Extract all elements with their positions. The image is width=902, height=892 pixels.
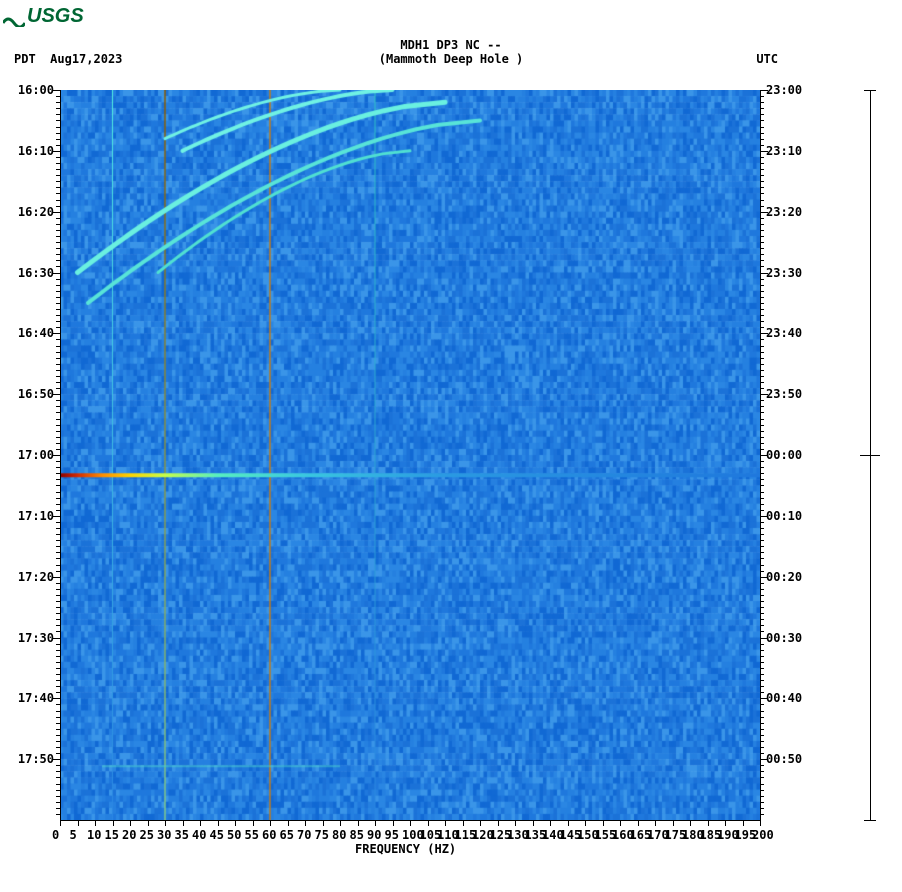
y-left-label: 17:50 xyxy=(14,752,54,766)
x-tick-label: 45 xyxy=(210,828,224,842)
plot-border-left xyxy=(60,90,61,820)
x-tick-label: 90 xyxy=(367,828,381,842)
x-tick-label: 60 xyxy=(262,828,276,842)
y-right-label: 00:30 xyxy=(766,631,802,645)
x-tick-label: 5 xyxy=(70,828,77,842)
plot-border-bottom xyxy=(60,820,760,821)
y-left-label: 16:20 xyxy=(14,205,54,219)
ytick-major-left xyxy=(52,90,60,91)
spectrogram-plot xyxy=(60,90,760,820)
y-right-label: 00:20 xyxy=(766,570,802,584)
spectrogram-canvas xyxy=(60,90,760,820)
x-tick-label: 10 xyxy=(87,828,101,842)
ytick-major-right xyxy=(760,577,768,578)
ytick-major-right xyxy=(760,759,768,760)
x-tick-label: 40 xyxy=(192,828,206,842)
y-left-label: 16:00 xyxy=(14,83,54,97)
x-tick-label: 70 xyxy=(297,828,311,842)
y-left-label: 17:40 xyxy=(14,691,54,705)
y-left-label: 17:20 xyxy=(14,570,54,584)
x-tick-label: 35 xyxy=(175,828,189,842)
x-tick-label: 200 xyxy=(752,828,774,842)
x-tick-label: 15 xyxy=(105,828,119,842)
y-right-label: 00:40 xyxy=(766,691,802,705)
y-right-label: 23:50 xyxy=(766,387,802,401)
xtick xyxy=(760,820,761,826)
y-right-label: 00:00 xyxy=(766,448,802,462)
ytick-major-left xyxy=(52,638,60,639)
x-axis-label: FREQUENCY (HZ) xyxy=(355,842,456,856)
usgs-wave-icon xyxy=(3,10,25,24)
x-tick-label: 50 xyxy=(227,828,241,842)
ytick-major-right xyxy=(760,698,768,699)
x-tick-label: 75 xyxy=(315,828,329,842)
ytick-major-right xyxy=(760,455,768,456)
ytick-major-right xyxy=(760,151,768,152)
y-left-label: 17:30 xyxy=(14,631,54,645)
ytick-major-left xyxy=(52,151,60,152)
ytick-major-left xyxy=(52,759,60,760)
ytick-major-left xyxy=(52,455,60,456)
ytick-major-right xyxy=(760,516,768,517)
right-scalebar-top xyxy=(864,90,876,91)
y-left-label: 16:30 xyxy=(14,266,54,280)
ytick-major-left xyxy=(52,698,60,699)
x-tick-label: 65 xyxy=(280,828,294,842)
x-tick-label: 25 xyxy=(140,828,154,842)
y-left-label: 16:40 xyxy=(14,326,54,340)
ytick-major-right xyxy=(760,212,768,213)
ytick-major-left xyxy=(52,273,60,274)
x-tick-label: 80 xyxy=(332,828,346,842)
x-tick-label: 95 xyxy=(385,828,399,842)
y-left-label: 17:00 xyxy=(14,448,54,462)
usgs-logo: USGS xyxy=(3,5,84,28)
x-tick-label: 85 xyxy=(350,828,364,842)
y-right-label: 23:30 xyxy=(766,266,802,280)
left-tz-label: PDT Aug17,2023 xyxy=(14,52,122,66)
ytick-major-right xyxy=(760,638,768,639)
y-left-label: 17:10 xyxy=(14,509,54,523)
right-scalebar-mid xyxy=(860,455,880,456)
y-right-label: 23:10 xyxy=(766,144,802,158)
y-right-label: 23:20 xyxy=(766,205,802,219)
y-right-label: 23:40 xyxy=(766,326,802,340)
ytick-major-right xyxy=(760,90,768,91)
usgs-logo-text: USGS xyxy=(27,5,84,28)
ytick-major-left xyxy=(52,333,60,334)
right-tz-label: UTC xyxy=(756,52,778,66)
ytick-major-right xyxy=(760,273,768,274)
ytick-major-left xyxy=(52,577,60,578)
y-left-label: 16:50 xyxy=(14,387,54,401)
y-right-label: 23:00 xyxy=(766,83,802,97)
ytick-major-right xyxy=(760,394,768,395)
y-left-label: 16:10 xyxy=(14,144,54,158)
x-tick-label: 30 xyxy=(157,828,171,842)
ytick-major-right xyxy=(760,333,768,334)
ytick-major-left xyxy=(52,212,60,213)
x-tick-label: 55 xyxy=(245,828,259,842)
y-right-label: 00:50 xyxy=(766,752,802,766)
x-tick-label: 20 xyxy=(122,828,136,842)
x-tick-label: 0 xyxy=(52,828,59,842)
ytick-major-left xyxy=(52,516,60,517)
y-right-label: 00:10 xyxy=(766,509,802,523)
station-id: MDH1 DP3 NC -- xyxy=(0,38,902,52)
plot-border-right xyxy=(760,90,761,820)
ytick-major-left xyxy=(52,394,60,395)
right-scalebar-bot xyxy=(864,820,876,821)
